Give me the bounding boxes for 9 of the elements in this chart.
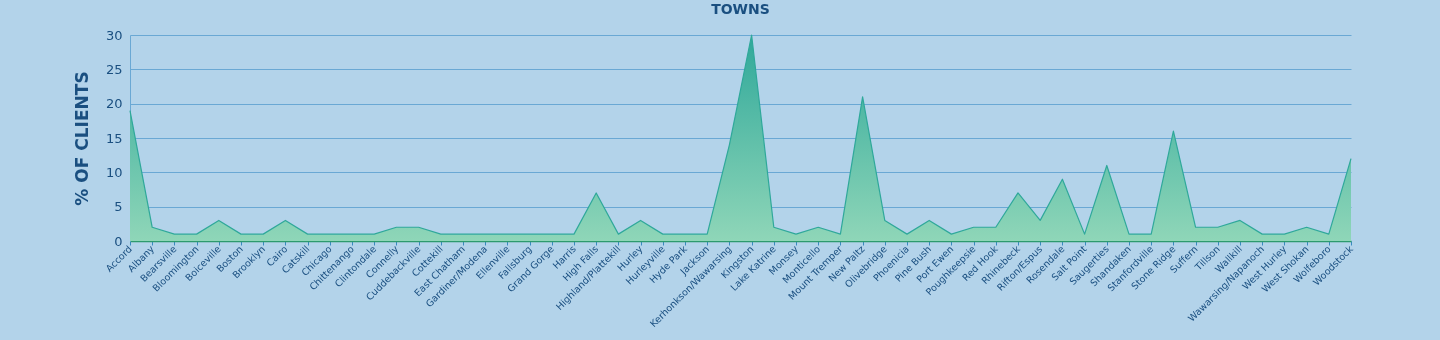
- chart-title: TOWNS: [711, 1, 770, 17]
- y-tick-label: 25: [105, 61, 123, 77]
- y-tick-label: 15: [105, 130, 123, 146]
- y-tick-label: 10: [105, 164, 123, 180]
- y-tick-label: 30: [105, 27, 123, 43]
- y-tick-label: 5: [114, 199, 123, 215]
- y-axis-title: % OF CLIENTS: [71, 71, 92, 206]
- y-tick-label: 20: [105, 96, 123, 112]
- y-tick-label: 0: [114, 233, 123, 249]
